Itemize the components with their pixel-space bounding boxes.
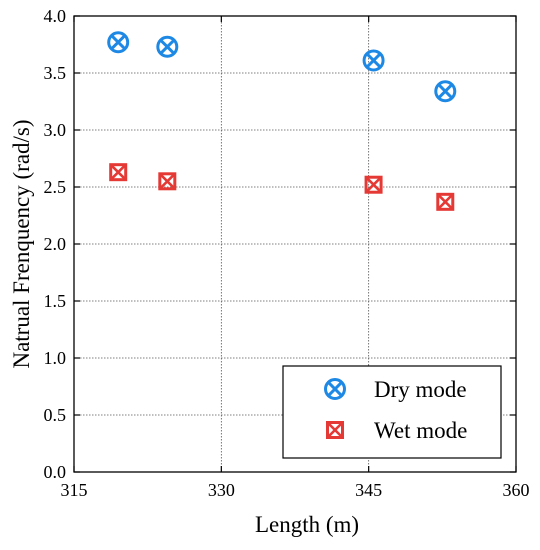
legend-box <box>282 365 502 459</box>
y-tick-label: 3.0 <box>44 120 67 140</box>
legend-marker <box>324 378 346 400</box>
plot-frame <box>73 15 517 473</box>
tick-labels: 0.0 0.5 1.0 1.5 2.0 2.5 3.0 3.5 4.0 315 330 345 360 <box>44 6 530 500</box>
y-tick-label: 4.0 <box>44 6 67 26</box>
data-point <box>156 35 179 58</box>
y-tick-label: 1.0 <box>44 348 67 368</box>
data-point <box>434 80 457 103</box>
y-tick-label: 0.0 <box>44 462 67 482</box>
y-tick-label: 0.5 <box>44 405 67 425</box>
y-tick-label: 2.0 <box>44 234 67 254</box>
y-axis-title: Natrual Frenquency (rad/s) <box>9 119 34 368</box>
data-point <box>362 49 385 72</box>
legend-label: Dry mode <box>374 377 467 402</box>
x-tick-label: 360 <box>503 480 530 500</box>
y-tick-label: 3.5 <box>44 63 67 83</box>
data-point <box>364 175 383 194</box>
legend-label: Wet mode <box>374 418 467 443</box>
x-axis-title: Length (m) <box>255 512 359 537</box>
data-points <box>107 31 457 211</box>
legend: Dry mode Wet mode <box>282 365 502 459</box>
x-tick-label: 330 <box>208 480 235 500</box>
y-tick-label: 2.5 <box>44 177 67 197</box>
data-point <box>107 31 130 54</box>
legend-marker <box>326 421 344 439</box>
data-point <box>436 192 455 211</box>
x-tick-label: 345 <box>355 480 382 500</box>
data-point <box>158 172 177 191</box>
y-tick-label: 1.5 <box>44 291 67 311</box>
x-tick-label: 315 <box>61 480 88 500</box>
grid-lines <box>74 16 516 472</box>
data-point <box>109 163 128 182</box>
